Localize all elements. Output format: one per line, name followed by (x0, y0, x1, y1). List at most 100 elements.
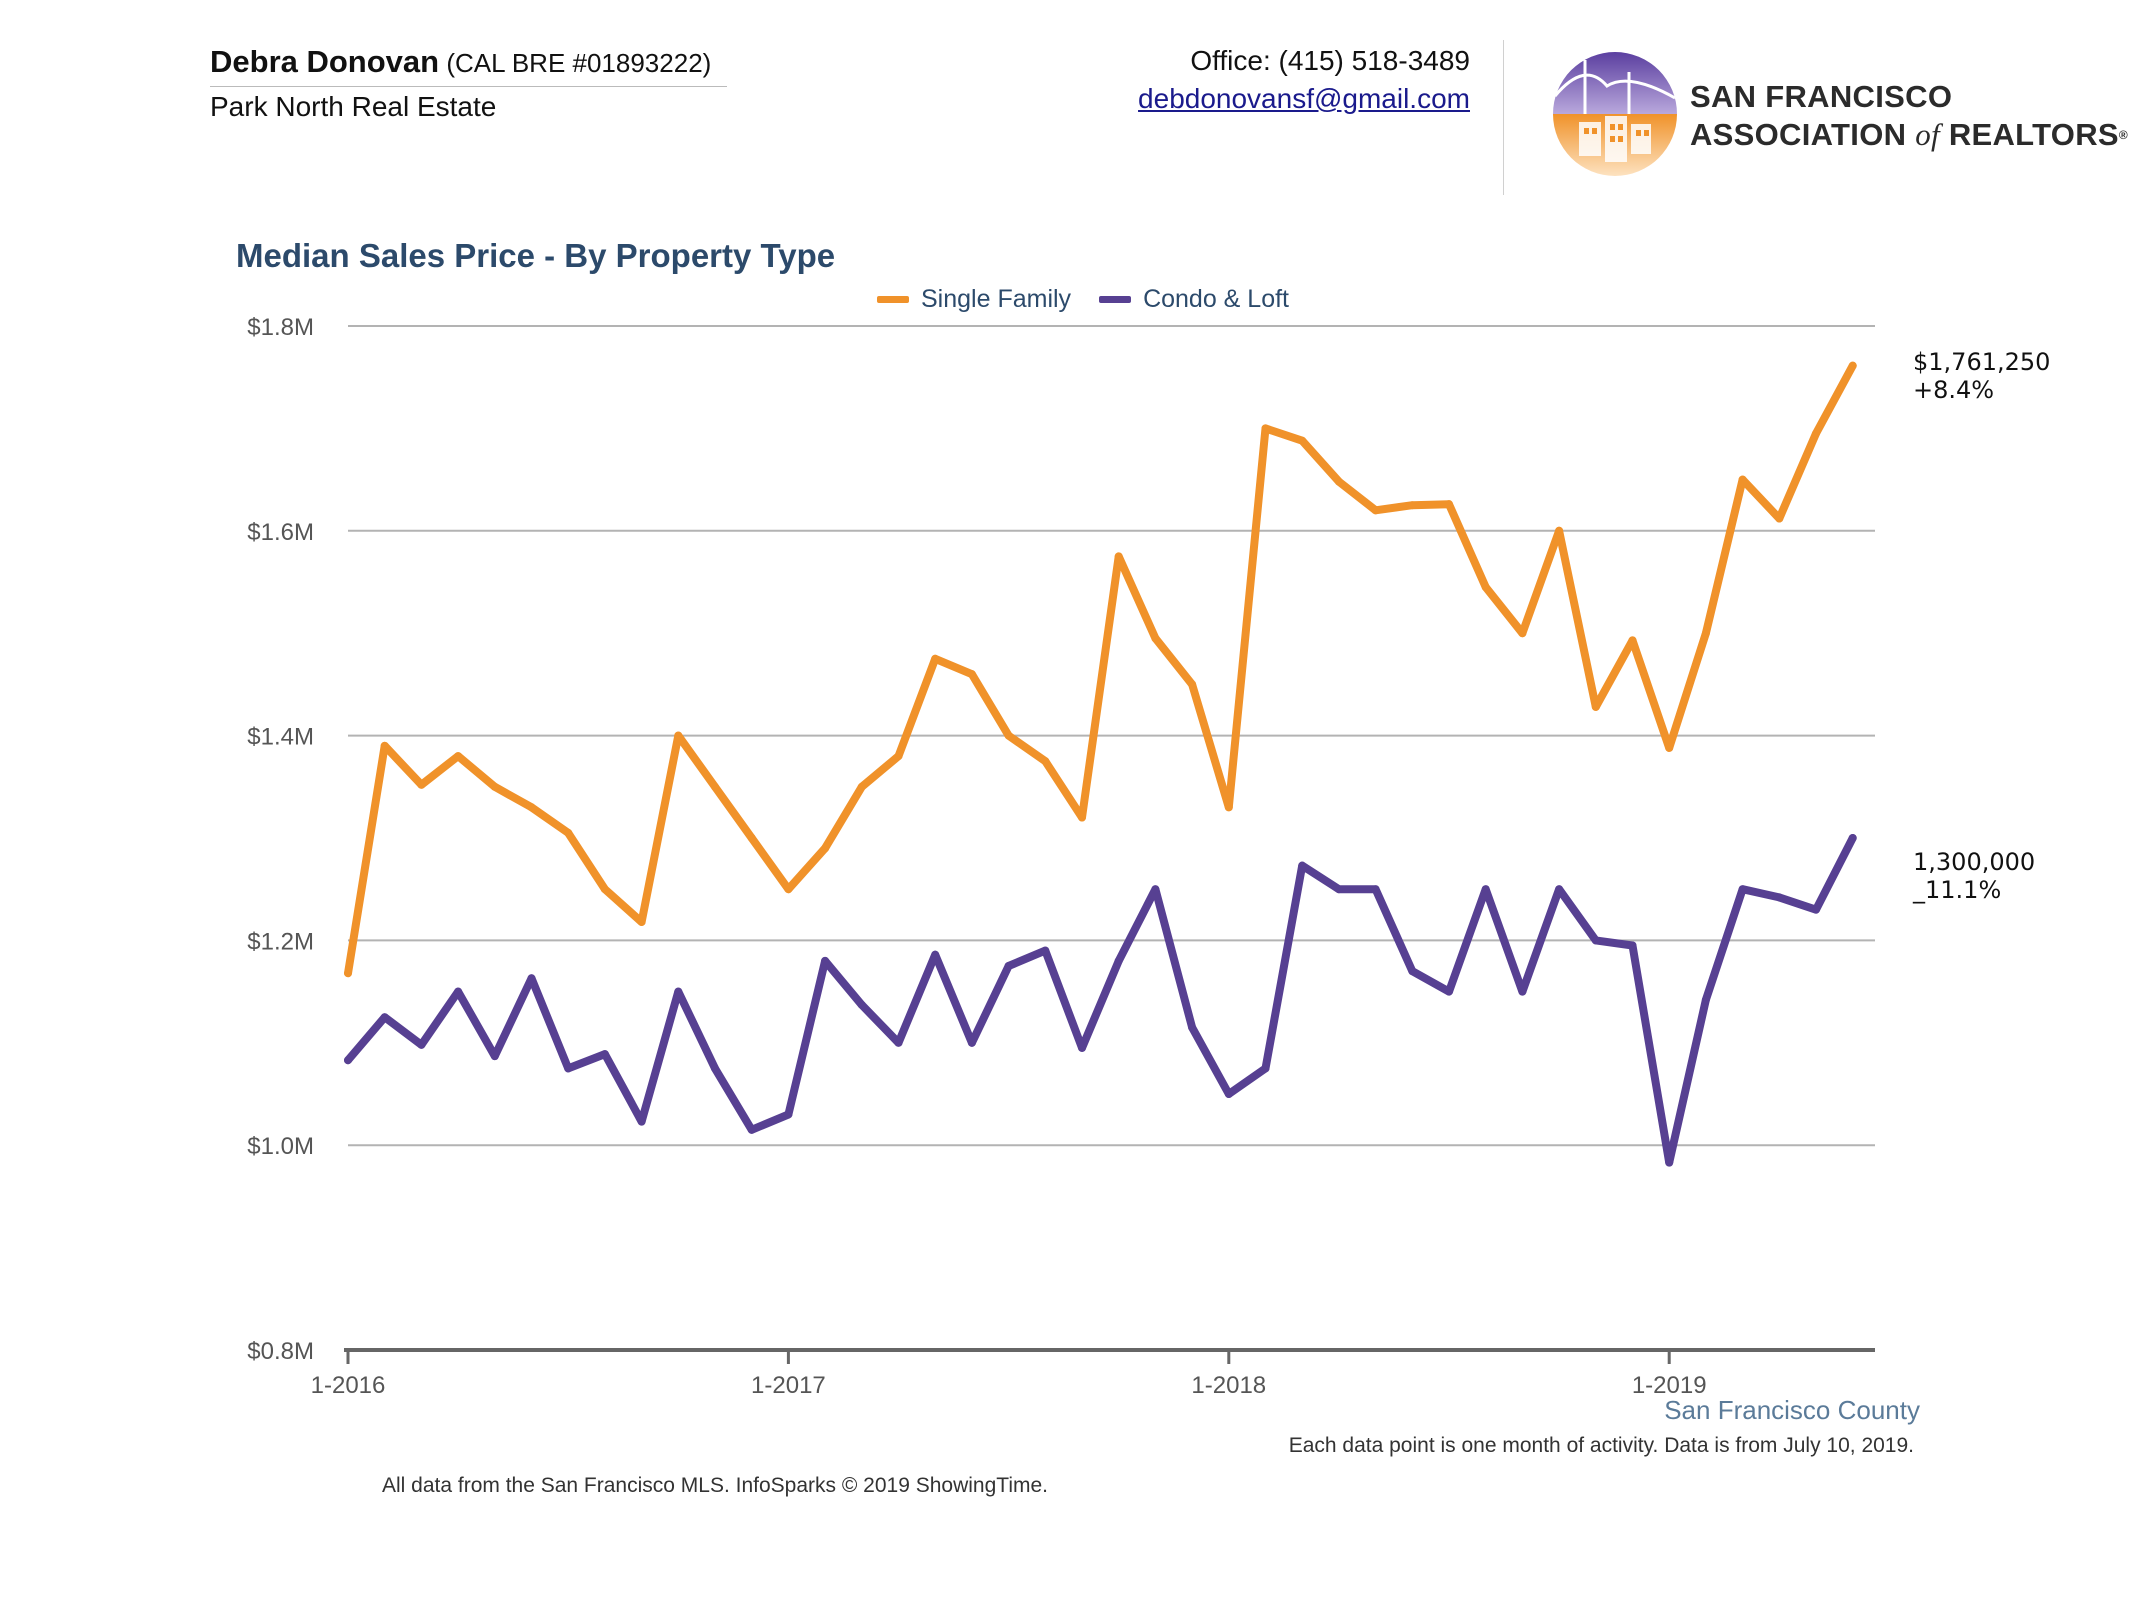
data-point-condo-loft (674, 987, 683, 996)
data-point-single-family (784, 885, 793, 894)
legend-label-condo-loft: Condo & Loft (1143, 285, 1289, 313)
x-tick-label: 1-2016 (311, 1372, 386, 1399)
y-tick-label: $1.4M (247, 724, 314, 751)
data-point-condo-loft (1078, 1043, 1086, 1052)
data-point-single-family (1224, 803, 1233, 812)
data-point-single-family (1445, 500, 1453, 509)
sfar-logo-text: SAN FRANCISCO ASSOCIATION of REALTORS® (1690, 78, 2128, 154)
data-point-single-family (637, 917, 646, 926)
data-point-condo-loft (1518, 987, 1527, 996)
annotation-condo-loft: 1,300,000 _11.1% (1913, 848, 2035, 904)
data-point-single-family (1004, 731, 1013, 740)
header-divider (1503, 40, 1504, 195)
data-point-condo-loft (1628, 941, 1637, 950)
chart-legend: Single Family Condo & Loft (877, 285, 1317, 314)
data-point-condo-loft (711, 1064, 719, 1073)
logo-line-2b: REALTORS (1939, 117, 2119, 152)
data-point-single-family (564, 828, 573, 837)
data-point-condo-loft (894, 1038, 903, 1047)
data-point-single-family (967, 670, 976, 679)
data-point-condo-loft (1701, 995, 1710, 1004)
data-point-single-family (344, 969, 352, 978)
sfar-logo-icon (1553, 52, 1677, 176)
data-point-condo-loft (1224, 1090, 1233, 1098)
logo-line-2a: ASSOCIATION (1690, 117, 1916, 152)
data-point-condo-loft (931, 950, 940, 959)
data-point-single-family (1261, 424, 1270, 433)
data-point-single-family (1114, 552, 1123, 561)
data-point-single-family (931, 654, 940, 663)
data-point-single-family (1812, 429, 1820, 438)
annotation-condo-change: _11.1% (1913, 876, 2002, 904)
y-tick-label: $1.2M (247, 928, 314, 955)
x-tick-label: 1-2018 (1191, 1372, 1266, 1399)
data-point-single-family (1848, 361, 1857, 370)
region-label: San Francisco County (1664, 1395, 1920, 1425)
data-point-single-family (1334, 477, 1343, 486)
logo-line-1: SAN FRANCISCO (1690, 79, 1953, 114)
data-point-single-family (1481, 583, 1490, 592)
logo-of: of (1915, 117, 1940, 152)
data-point-single-family (1298, 436, 1307, 445)
data-point-condo-loft (454, 987, 463, 996)
series-line-single-family (344, 361, 1857, 978)
data-point-single-family (527, 803, 536, 812)
data-source: All data from the San Francisco MLS. Inf… (381, 1474, 1048, 1497)
data-point-single-family (674, 731, 683, 740)
data-point-condo-loft (1481, 885, 1490, 894)
legend-swatch-single-family (877, 296, 909, 303)
data-point-condo-loft (1848, 834, 1857, 842)
data-point-condo-loft (1334, 885, 1343, 894)
data-point-condo-loft (1812, 905, 1820, 914)
data-point-condo-loft (1004, 962, 1013, 970)
logo-line-2: ASSOCIATION of REALTORS® (1690, 116, 2128, 154)
logo-trademark: ® (2118, 128, 2129, 142)
data-note: Each data point is one month of activity… (1288, 1434, 1914, 1457)
data-point-condo-loft (1555, 885, 1564, 894)
legend-item-single-family: Single Family (877, 285, 1071, 314)
data-point-condo-loft (1408, 967, 1417, 976)
data-point-single-family (1591, 702, 1600, 711)
chart-title: Median Sales Price - By Property Type (236, 237, 836, 274)
data-point-single-family (417, 780, 426, 789)
data-point-single-family (821, 844, 830, 853)
email-link[interactable]: debdonovansf@gmail.com (1138, 83, 1470, 114)
data-point-single-family (1408, 501, 1417, 510)
agent-license: (CAL BRE #01893222) (439, 48, 712, 78)
data-point-condo-loft (1371, 885, 1380, 894)
data-point-condo-loft (1041, 946, 1050, 955)
x-tick-label: 1-2017 (751, 1372, 826, 1399)
data-point-single-family (1665, 743, 1674, 752)
data-point-condo-loft (1665, 1158, 1674, 1167)
data-point-single-family (600, 885, 609, 894)
data-point-single-family (1078, 813, 1086, 822)
data-point-condo-loft (1151, 885, 1160, 894)
data-point-single-family (1151, 634, 1160, 643)
office-phone: Office: (415) 518-3489 (1190, 45, 1470, 76)
data-point-condo-loft (380, 1013, 389, 1022)
data-point-condo-loft (857, 1000, 866, 1009)
data-point-single-family (857, 782, 866, 791)
data-point-single-family (1555, 526, 1564, 535)
legend-label-single-family: Single Family (921, 285, 1072, 313)
data-point-single-family (490, 782, 499, 791)
data-point-single-family (380, 741, 389, 750)
data-point-single-family (454, 752, 463, 761)
data-point-single-family (1188, 680, 1197, 689)
data-point-condo-loft (600, 1050, 609, 1059)
y-tick-label: $0.8M (247, 1338, 314, 1365)
data-point-condo-loft (1261, 1064, 1270, 1073)
data-point-condo-loft (637, 1117, 646, 1126)
legend-item-condo-loft: Condo & Loft (1099, 285, 1289, 314)
data-point-single-family (711, 782, 719, 791)
annotation-single-family-change: +8.4% (1913, 376, 1995, 404)
data-point-condo-loft (417, 1040, 426, 1049)
x-tick-label: 1-2019 (1632, 1372, 1707, 1399)
data-point-single-family (1041, 757, 1050, 766)
header-underline (210, 86, 727, 87)
data-point-condo-loft (1591, 936, 1600, 945)
data-point-condo-loft (1738, 885, 1747, 894)
data-point-condo-loft (784, 1110, 793, 1119)
data-point-condo-loft (821, 956, 830, 965)
